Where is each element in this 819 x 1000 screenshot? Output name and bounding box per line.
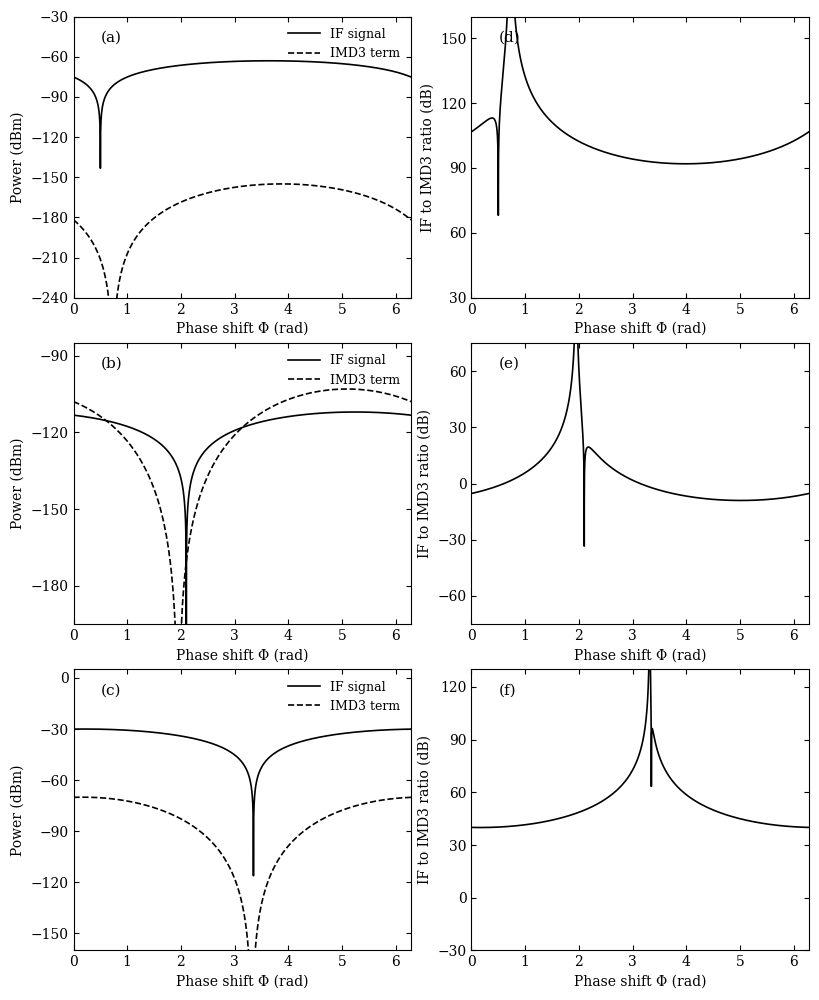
Y-axis label: IF to IMD3 ratio (dB): IF to IMD3 ratio (dB) <box>420 83 434 232</box>
Legend: IF signal, IMD3 term: IF signal, IMD3 term <box>283 23 405 65</box>
Y-axis label: Power (dBm): Power (dBm) <box>11 764 25 856</box>
X-axis label: Phase shift Φ (rad): Phase shift Φ (rad) <box>573 648 705 662</box>
IF signal <box>134 725 144 737</box>
Line: IMD3 term: IMD3 term <box>74 797 410 959</box>
IF signal <box>134 67 144 79</box>
IF signal <box>83 723 93 735</box>
X-axis label: Phase shift Φ (rad): Phase shift Φ (rad) <box>176 322 308 336</box>
Text: (d): (d) <box>498 31 519 45</box>
X-axis label: Phase shift Φ (rad): Phase shift Φ (rad) <box>573 322 705 336</box>
IF signal <box>70 72 80 84</box>
Text: (e): (e) <box>498 357 518 371</box>
IF signal <box>387 407 397 419</box>
IMD3 term <box>78 791 88 803</box>
Y-axis label: IF to IMD3 ratio (dB): IF to IMD3 ratio (dB) <box>418 735 432 884</box>
IMD3 term <box>69 791 79 803</box>
IMD3 term <box>69 396 79 408</box>
IF signal <box>95 162 105 174</box>
Text: (c): (c) <box>101 683 121 697</box>
IF signal <box>88 723 98 735</box>
IMD3 term <box>70 215 80 227</box>
IF signal <box>405 723 415 735</box>
Y-axis label: Power (dBm): Power (dBm) <box>11 111 25 203</box>
IMD3 term <box>88 238 98 250</box>
IF signal <box>83 79 93 91</box>
IF signal <box>181 631 191 643</box>
IF signal <box>69 723 79 735</box>
IF signal <box>83 411 93 423</box>
IMD3 term <box>405 791 415 803</box>
IF signal <box>70 723 80 735</box>
IMD3 term <box>387 202 397 214</box>
IMD3 term <box>233 884 243 896</box>
Y-axis label: Power (dBm): Power (dBm) <box>11 438 25 529</box>
Text: (a): (a) <box>101 31 121 45</box>
Y-axis label: IF to IMD3 ratio (dB): IF to IMD3 ratio (dB) <box>418 409 432 558</box>
IMD3 term <box>276 178 286 190</box>
IMD3 term <box>88 406 98 418</box>
IF signal <box>134 425 144 437</box>
IF signal <box>248 870 258 882</box>
IMD3 term <box>83 402 93 414</box>
IF signal <box>69 409 79 421</box>
IMD3 term <box>387 389 397 401</box>
IF signal <box>264 55 274 67</box>
Text: (b): (b) <box>101 357 122 371</box>
IMD3 term <box>233 181 243 193</box>
IMD3 term <box>69 214 79 226</box>
IMD3 term <box>83 791 93 803</box>
IMD3 term <box>405 396 415 408</box>
IMD3 term <box>88 791 98 803</box>
IMD3 term <box>134 798 144 810</box>
IMD3 term <box>134 226 144 238</box>
IF signal <box>88 87 98 99</box>
IF signal <box>233 423 243 435</box>
IMD3 term <box>134 453 144 465</box>
X-axis label: Phase shift Φ (rad): Phase shift Φ (rad) <box>176 648 308 662</box>
IF signal <box>79 723 89 735</box>
IF signal <box>70 409 80 421</box>
IF signal <box>233 752 243 764</box>
IMD3 term <box>70 791 80 803</box>
IMD3 term <box>170 631 180 643</box>
Line: IF signal: IF signal <box>74 61 410 168</box>
IF signal <box>387 65 397 77</box>
Legend: IF signal, IMD3 term: IF signal, IMD3 term <box>283 676 405 718</box>
IF signal <box>350 406 360 418</box>
X-axis label: Phase shift Φ (rad): Phase shift Φ (rad) <box>573 975 705 989</box>
IF signal <box>233 55 243 67</box>
IF signal <box>69 71 79 83</box>
Line: IMD3 term: IMD3 term <box>74 389 410 637</box>
IMD3 term <box>70 396 80 408</box>
Line: IMD3 term: IMD3 term <box>74 184 410 304</box>
IF signal <box>405 71 415 83</box>
Line: IF signal: IF signal <box>74 729 410 876</box>
IF signal <box>405 409 415 421</box>
IMD3 term <box>387 793 397 805</box>
IMD3 term <box>104 298 114 310</box>
IF signal <box>387 724 397 736</box>
Legend: IF signal, IMD3 term: IF signal, IMD3 term <box>283 349 405 392</box>
IMD3 term <box>244 953 254 965</box>
IF signal <box>88 412 98 424</box>
IMD3 term <box>233 425 243 437</box>
IMD3 term <box>342 383 351 395</box>
IMD3 term <box>83 229 93 241</box>
Line: IF signal: IF signal <box>74 412 410 637</box>
X-axis label: Phase shift Φ (rad): Phase shift Φ (rad) <box>176 975 308 989</box>
IMD3 term <box>405 214 415 226</box>
Text: (f): (f) <box>498 683 515 697</box>
